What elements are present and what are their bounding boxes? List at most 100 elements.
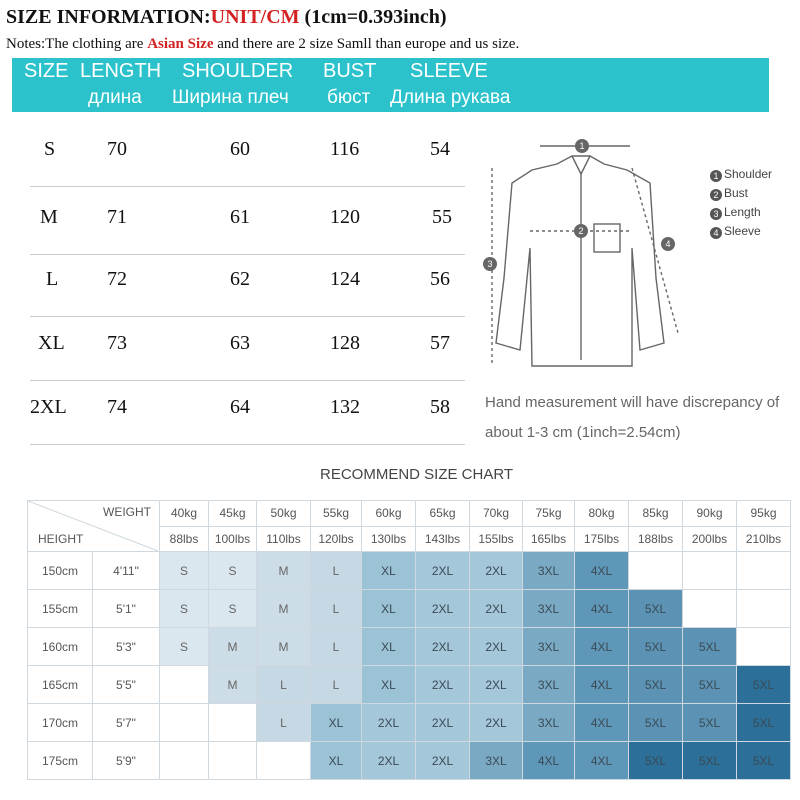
legend-number: 4 [710, 227, 722, 239]
size-recommendation-cell: L [310, 551, 362, 590]
size-row: 2XL 74 64 132 58 [30, 386, 465, 445]
size-recommendation-cell [159, 703, 209, 742]
size-recommendation-cell: 2XL [415, 741, 470, 780]
header-row-kg: WEIGHT HEIGHT 40kg 45kg 50kg 55kg 60kg 65kg 70… [27, 500, 791, 552]
size-recommendation-cell: 3XL [469, 741, 523, 780]
weight-kg-header: 95kg [736, 500, 791, 527]
legend-number: 1 [710, 170, 722, 182]
height-cm-cell: 150cm [27, 551, 93, 590]
size-recommendation-cell: S [208, 589, 257, 628]
bust-cell: 124 [330, 268, 360, 290]
weight-lbs-header: 175lbs [574, 525, 629, 552]
weight-kg-header: 60kg [361, 500, 416, 527]
legend-item: 1 Shoulder [710, 165, 772, 184]
size-recommendation-cell: 4XL [574, 741, 629, 780]
legend-number: 3 [710, 208, 722, 220]
size-recommendation-cell: 5XL [682, 665, 737, 704]
weight-lbs-header: 188lbs [628, 525, 683, 552]
legend-number: 2 [710, 189, 722, 201]
shoulder-cell: 61 [230, 206, 250, 228]
size-recommendation-cell: 3XL [522, 703, 575, 742]
size-recommendation-cell: XL [361, 627, 416, 666]
weight-kg-header: 40kg [159, 500, 209, 527]
size-recommendation-cell: M [256, 627, 311, 666]
size-cell: XL [38, 332, 65, 354]
size-recommendation-cell: 5XL [628, 665, 683, 704]
bust-cell: 132 [330, 396, 360, 418]
marker-2-label: 2 [578, 226, 583, 236]
bust-cell: 128 [330, 332, 360, 354]
height-cm-cell: 155cm [27, 589, 93, 628]
length-cell: 73 [107, 332, 127, 354]
size-recommendation-cell [256, 741, 311, 780]
banner-shoulder-ru: Ширина плеч [172, 87, 289, 108]
chart-row: 170cm 5'7" L XL 2XL 2XL 2XL 3XL 4XL 5XL 5XL 5XL [27, 703, 791, 742]
size-recommendation-cell: L [310, 589, 362, 628]
weight-lbs-header: 143lbs [415, 525, 470, 552]
size-recommendation-cell [682, 589, 737, 628]
weight-kg-header: 55kg [310, 500, 362, 527]
size-recommendation-cell: 3XL [522, 589, 575, 628]
size-cell: S [44, 138, 56, 160]
size-recommendation-cell [736, 627, 791, 666]
size-row: XL 73 63 128 57 [30, 322, 465, 381]
size-recommendation-cell: 4XL [574, 589, 629, 628]
title-prefix: SIZE INFORMATION: [6, 6, 211, 28]
size-row: S 70 60 116 54 [30, 128, 465, 187]
weight-kg-header: 90kg [682, 500, 737, 527]
legend-label: Bust [724, 186, 749, 200]
size-recommendation-cell: M [256, 589, 311, 628]
size-recommendation-cell: 2XL [415, 665, 470, 704]
size-recommendation-cell: L [256, 665, 311, 704]
marker-1-label: 1 [579, 141, 584, 151]
size-recommendation-cell [208, 741, 257, 780]
size-recommendation-cell: 2XL [415, 627, 470, 666]
weight-lbs-header: 120lbs [310, 525, 362, 552]
notes-highlight: Asian Size [147, 36, 214, 52]
size-recommendation-cell: 5XL [628, 627, 683, 666]
chart-row: 165cm 5'5" M L L XL 2XL 2XL 3XL 4XL 5XL 5XL 5XL [27, 665, 791, 704]
bust-cell: 116 [330, 138, 360, 160]
size-row: M 71 61 120 55 [30, 196, 465, 255]
length-cell: 74 [107, 396, 127, 418]
banner-length-ru: длина [88, 87, 142, 108]
size-recommendation-cell: 4XL [574, 703, 629, 742]
weight-kg-header: 80kg [574, 500, 629, 527]
banner-size: SIZE [24, 60, 69, 82]
recommend-title: RECOMMEND SIZE CHART [320, 466, 514, 483]
height-cm-cell: 175cm [27, 741, 93, 780]
size-recommendation-cell: 5XL [682, 627, 737, 666]
size-recommendation-cell: 2XL [415, 703, 470, 742]
size-recommendation-cell [159, 741, 209, 780]
title-suffix: (1cm=0.393inch) [299, 6, 447, 28]
sleeve-cell: 56 [430, 268, 450, 290]
page-title: SIZE INFORMATION:UNIT/CM (1cm=0.393inch) [6, 6, 446, 29]
weight-lbs-header: 165lbs [522, 525, 575, 552]
size-recommendation-cell: 4XL [574, 551, 629, 590]
shoulder-cell: 63 [230, 332, 250, 354]
height-ft-cell: 5'7" [92, 703, 160, 742]
size-recommendation-cell: 2XL [415, 589, 470, 628]
height-ft-cell: 4'11" [92, 551, 160, 590]
height-ft-cell: 5'5" [92, 665, 160, 704]
legend-label: Sleeve [724, 224, 761, 238]
size-recommendation-cell [736, 551, 791, 590]
size-recommendation-cell: L [256, 703, 311, 742]
weight-lbs-header: 155lbs [469, 525, 523, 552]
size-recommendation-cell: 2XL [469, 703, 523, 742]
banner-shoulder: SHOULDER [182, 60, 294, 82]
size-recommendation-cell: XL [310, 741, 362, 780]
size-recommendation-cell: 3XL [522, 665, 575, 704]
weight-lbs-header: 110lbs [256, 525, 311, 552]
sleeve-cell: 55 [432, 206, 452, 228]
notes: Notes:The clothing are Asian Size and th… [6, 36, 519, 53]
chart-body: WEIGHT HEIGHT 40kg 45kg 50kg 55kg 60kg 65kg 70… [27, 500, 791, 780]
height-ft-cell: 5'9" [92, 741, 160, 780]
chart-row: 155cm 5'1" S S M L XL 2XL 2XL 3XL 4XL 5XL [27, 589, 791, 628]
weight-kg-header: 50kg [256, 500, 311, 527]
size-cell: M [40, 206, 58, 228]
height-label: HEIGHT [38, 532, 84, 546]
marker-2 [574, 224, 588, 238]
size-recommendation-cell: 3XL [522, 551, 575, 590]
corner-cell: WEIGHT HEIGHT [27, 500, 160, 552]
